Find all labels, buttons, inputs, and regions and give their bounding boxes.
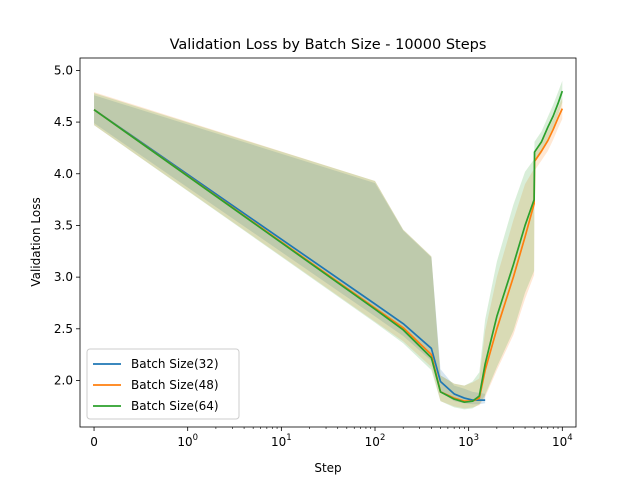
y-tick-label: 3.0 bbox=[54, 270, 73, 284]
confidence-band-2 bbox=[94, 80, 563, 410]
y-tick-label: 4.5 bbox=[54, 115, 73, 129]
x-tick-label: 100 bbox=[177, 433, 198, 449]
confidence-band-0 bbox=[94, 95, 486, 405]
x-tick-label: 104 bbox=[552, 433, 573, 449]
x-tick-label: 0 bbox=[90, 435, 98, 449]
legend: Batch Size(32) Batch Size(48) Batch Size(6… bbox=[86, 348, 240, 420]
x-tick-label: 103 bbox=[458, 433, 479, 449]
series-lines bbox=[93, 90, 564, 404]
x-axis: 0 100 101 102 103 104 bbox=[90, 427, 573, 449]
series-line-2 bbox=[93, 90, 564, 404]
y-axis-label: Validation Loss bbox=[29, 197, 43, 286]
legend-label: Batch Size(48) bbox=[131, 378, 219, 392]
legend-label: Batch Size(32) bbox=[131, 357, 219, 371]
legend-label: Batch Size(64) bbox=[131, 399, 219, 413]
confidence-band-1 bbox=[94, 92, 563, 409]
y-tick-label: 2.5 bbox=[54, 322, 73, 336]
y-tick-label: 4.0 bbox=[54, 167, 73, 181]
confidence-bands bbox=[94, 80, 563, 410]
x-tick-label: 101 bbox=[271, 433, 292, 449]
legend-box bbox=[86, 348, 240, 420]
y-tick-label: 2.0 bbox=[54, 373, 73, 387]
x-axis-label: Step bbox=[314, 461, 341, 475]
y-tick-label: 5.0 bbox=[54, 63, 73, 77]
chart-title: Validation Loss by Batch Size - 10000 St… bbox=[170, 37, 487, 53]
y-axis: 2.0 2.5 3.0 3.5 4.0 4.5 5.0 bbox=[54, 63, 80, 387]
x-tick-label: 102 bbox=[365, 433, 386, 449]
y-tick-label: 3.5 bbox=[54, 218, 73, 232]
plot-frame bbox=[79, 57, 577, 428]
